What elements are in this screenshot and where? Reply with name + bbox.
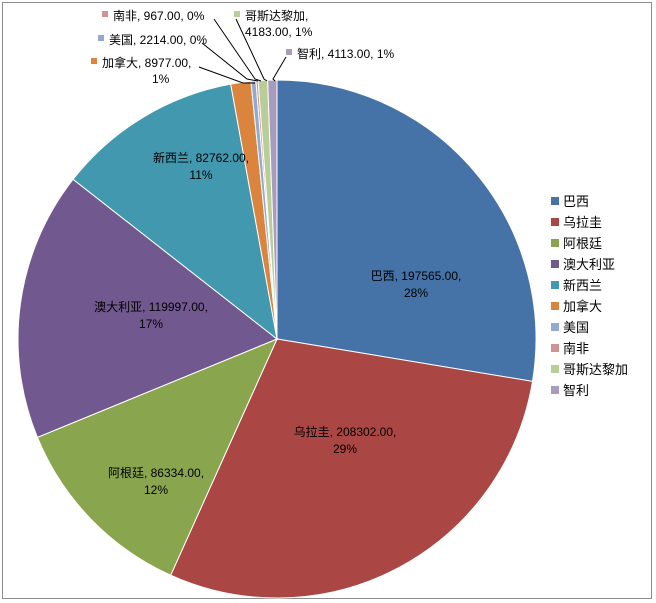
legend-label-6: 美国 (563, 320, 589, 335)
legend-swatch-7 (551, 344, 559, 352)
label-marker-7 (102, 11, 108, 17)
legend-swatch-0 (551, 197, 559, 205)
data-label-1: 乌拉圭, 208302.00, 29% (294, 424, 397, 456)
legend-swatch-9 (551, 386, 559, 394)
legend-swatch-2 (551, 239, 559, 247)
legend-label-9: 智利 (563, 383, 589, 398)
slice-0 (276, 79, 537, 382)
legend-label-1: 乌拉圭 (563, 215, 602, 230)
slice-4 (72, 83, 278, 341)
leader-line-8 (235, 18, 268, 82)
pie-slices (17, 79, 537, 599)
leader-line-6 (201, 42, 259, 82)
legend-label-0: 巴西 (563, 194, 589, 209)
data-label-0: 巴西, 197565.00, 28% (371, 269, 462, 300)
legend-label-4: 新西兰 (563, 278, 602, 293)
slice-3 (17, 178, 278, 439)
legend-label-3: 澳大利亚 (563, 257, 615, 272)
label-marker-6 (98, 35, 104, 41)
legend-swatch-4 (551, 281, 559, 289)
data-label-5: 加拿大, 8977.00, 1% (102, 55, 191, 86)
legend-swatch-5 (551, 302, 559, 310)
leader-lines (198, 18, 287, 84)
data-label-3: 澳大利亚, 119997.00, 17% (94, 300, 208, 331)
label-marker-5 (91, 58, 97, 64)
legend-label-7: 南非 (563, 341, 589, 356)
pie-chart: 巴西, 197565.00, 28% 乌拉圭, 208302.00, 29% 阿根廷, … (17, 8, 628, 599)
data-label-7: 南非, 967.00, 0% (113, 8, 205, 23)
leader-line-5 (198, 66, 255, 84)
data-label-6: 美国, 2214.00, 0% (109, 33, 207, 47)
legend-swatch-3 (551, 260, 559, 268)
legend-label-2: 阿根廷 (563, 236, 602, 251)
data-labels: 巴西, 197565.00, 28% 乌拉圭, 208302.00, 29% 阿根廷, … (91, 8, 461, 497)
legend-label-8: 哥斯达黎加 (563, 362, 628, 377)
data-label-2: 阿根廷, 86334.00, 12% (108, 466, 204, 497)
slice-1 (170, 338, 534, 599)
legend-label-5: 加拿大 (563, 299, 602, 314)
legend-swatch-8 (551, 365, 559, 373)
legend-swatch-6 (551, 323, 559, 331)
slice-9 (267, 79, 278, 340)
data-label-8: 哥斯达黎加, 4183.00, 1% (245, 9, 313, 39)
leader-line-7 (213, 18, 262, 82)
legend-swatch-1 (551, 218, 559, 226)
data-label-9: 智利, 4113.00, 1% (297, 46, 394, 61)
label-marker-8 (234, 11, 240, 17)
leader-line-9 (272, 56, 287, 82)
data-label-4: 新西兰, 82762.00, 11% (153, 150, 249, 182)
label-marker-9 (286, 49, 292, 55)
slice-2 (36, 338, 278, 576)
